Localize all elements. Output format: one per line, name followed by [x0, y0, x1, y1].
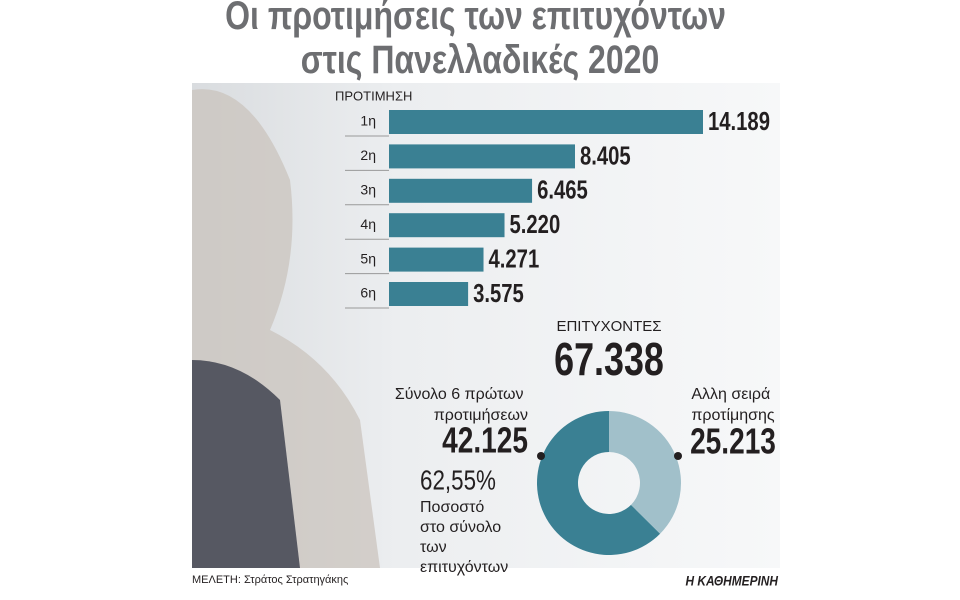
- donut-slice: [537, 411, 661, 555]
- value-label: 8.405: [580, 141, 631, 170]
- footer-source: Η ΚΑΘΗΜΕΡΙΝΗ: [686, 573, 779, 589]
- bar: [389, 110, 703, 134]
- category-label: 5η: [360, 250, 376, 266]
- total-label: 67.338: [554, 334, 664, 385]
- title: Οι προτιμήσεις των επιτυχόντων στις Πανε…: [225, 0, 735, 81]
- share-label: 62,55%: [420, 465, 496, 496]
- value-label: 3.575: [473, 278, 524, 307]
- value-label: 4.271: [489, 244, 540, 273]
- donut-title: ΕΠΙΤΥΧΟΝΤΕΣ: [556, 318, 661, 335]
- share-note: Ποσοστό στο σύνολο των επιτυχόντων: [420, 499, 508, 576]
- category-label: 3η: [360, 182, 376, 198]
- footer-credit: ΜΕΛΕΤΗ: Στράτος Στρατηγάκης: [192, 574, 348, 586]
- bar: [389, 282, 469, 306]
- value-label: 14.189: [708, 106, 770, 135]
- value-label: 25.213: [690, 421, 776, 461]
- pointer-dot: [537, 452, 545, 460]
- donut-slice: [609, 411, 682, 534]
- photo-shirt: [192, 360, 300, 568]
- pointer-dot: [674, 452, 682, 460]
- value-label: 42.125: [442, 420, 528, 460]
- chart-layer: Οι προτιμήσεις των επιτυχόντων στις Πανε…: [192, 0, 779, 589]
- category-label: 2η: [360, 147, 376, 163]
- y-axis-label: ΠΡΟΤΙΜΗΣΗ: [335, 88, 412, 103]
- value-label: 6.465: [537, 175, 588, 204]
- value-label: 5.220: [510, 210, 561, 239]
- bar: [389, 144, 576, 169]
- legend-label: Αλλη σειρά προτίμησης: [691, 386, 775, 424]
- category-label: 6η: [360, 285, 376, 301]
- bar: [389, 213, 505, 238]
- bar: [389, 247, 484, 272]
- legend-label: Σύνολο 6 πρώτων προτιμήσεων: [395, 386, 528, 424]
- bar: [389, 178, 533, 203]
- category-label: 1η: [360, 113, 376, 129]
- category-label: 4η: [360, 216, 376, 232]
